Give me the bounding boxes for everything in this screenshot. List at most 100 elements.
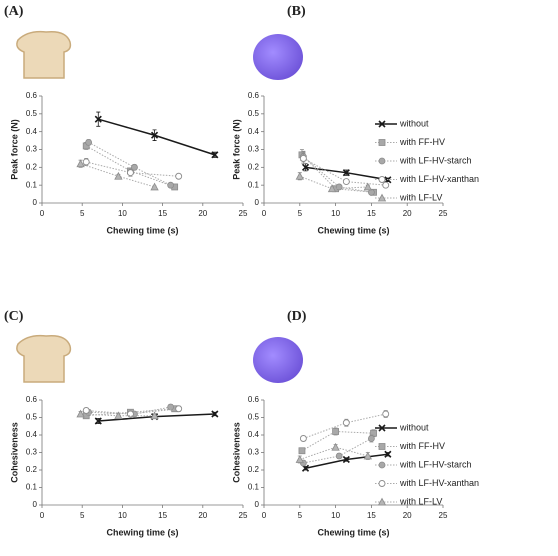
y-tick-label: 0.6: [26, 395, 38, 404]
legend-label: with FF-HV: [399, 441, 445, 451]
data-point: [175, 405, 183, 413]
bread-icon: [16, 30, 72, 79]
x-tick-label: 10: [331, 209, 340, 218]
data-point: [342, 178, 350, 186]
data-point: [126, 169, 134, 177]
y-tick-label: 0.4: [26, 430, 38, 439]
data-point: [301, 163, 310, 171]
legend-label: with LF-HV-starch: [399, 459, 472, 469]
y-tick-label: 0: [255, 198, 260, 207]
data-point: [342, 169, 350, 177]
legend-label: with LF-HV-starch: [399, 155, 472, 165]
x-axis-label: Chewing time (s): [106, 527, 178, 537]
y-tick-label: 0.3: [248, 145, 260, 154]
y-tick-label: 0.2: [248, 162, 260, 171]
x-tick-label: 20: [403, 209, 412, 218]
legend-marker: [378, 120, 386, 128]
x-tick-label: 10: [118, 511, 127, 520]
legend-label: without: [399, 422, 429, 432]
data-point: [382, 410, 390, 418]
y-tick-label: 0: [33, 198, 38, 207]
legend-marker: [378, 461, 386, 469]
legend-marker: [377, 497, 387, 506]
y-tick-label: 0.5: [248, 109, 260, 118]
x-tick-label: 15: [158, 209, 167, 218]
panel-label: (C): [4, 309, 24, 324]
data-point: [114, 171, 123, 180]
x-axis-label: Chewing time (s): [317, 527, 389, 537]
legend-marker: [378, 480, 386, 487]
data-point: [85, 138, 93, 146]
x-tick-label: 5: [80, 511, 85, 520]
y-tick-label: 0.4: [248, 430, 260, 439]
y-tick-label: 0: [33, 500, 38, 509]
y-axis-label: Cohesiveness: [231, 422, 241, 483]
x-axis-label: Chewing time (s): [106, 225, 178, 235]
legend-label: with LF-LV: [399, 192, 442, 202]
data-point: [367, 435, 375, 442]
y-tick-label: 0.2: [248, 465, 260, 474]
legend-label: with FF-HV: [399, 137, 445, 147]
y-tick-label: 0.6: [248, 91, 260, 100]
data-point: [167, 181, 175, 189]
data-point: [384, 450, 392, 458]
y-tick-label: 0.1: [248, 180, 260, 189]
x-tick-label: 20: [403, 511, 412, 520]
series-line: [299, 175, 368, 190]
series-line: [303, 156, 372, 193]
legend-label: with LF-HV-xanthan: [399, 174, 479, 184]
data-point: [211, 410, 219, 418]
x-tick-label: 15: [367, 209, 376, 218]
x-tick-label: 25: [239, 209, 248, 218]
data-point: [335, 452, 343, 460]
data-point: [299, 435, 307, 442]
data-point: [150, 182, 159, 191]
x-tick-label: 25: [239, 511, 248, 520]
series-line: [80, 413, 155, 417]
y-tick-label: 0.5: [248, 413, 260, 422]
y-tick-label: 0.1: [26, 180, 38, 189]
y-axis-label: Peak force (N): [9, 119, 19, 180]
data-point: [382, 181, 390, 189]
y-axis-label: Peak force (N): [231, 119, 241, 180]
legend-label: without: [399, 118, 429, 128]
x-axis-label: Chewing time (s): [317, 225, 389, 235]
legend-marker: [378, 157, 386, 165]
x-tick-label: 5: [80, 209, 85, 218]
data-point: [175, 172, 183, 180]
data-point: [335, 183, 343, 191]
data-point: [342, 455, 350, 464]
x-tick-label: 5: [298, 511, 303, 520]
x-tick-label: 20: [198, 511, 207, 520]
x-tick-label: 0: [262, 209, 267, 218]
x-tick-label: 25: [439, 209, 448, 218]
data-point: [298, 447, 306, 455]
data-point: [211, 151, 219, 159]
data-point: [94, 115, 102, 123]
data-point: [363, 451, 372, 460]
series-line: [303, 438, 372, 464]
legend-marker: [377, 193, 387, 202]
y-tick-label: 0: [255, 500, 260, 509]
y-tick-label: 0.6: [248, 395, 260, 404]
y-axis-label: Cohesiveness: [9, 422, 19, 483]
y-tick-label: 0.3: [26, 145, 38, 154]
legend-marker: [378, 424, 386, 432]
y-tick-label: 0.4: [26, 127, 38, 136]
data-point: [327, 184, 337, 193]
data-point: [342, 419, 350, 427]
data-point: [76, 159, 85, 168]
data-point: [150, 411, 159, 420]
legend-label: with LF-LV: [399, 496, 442, 506]
y-tick-label: 0.5: [26, 413, 38, 422]
x-tick-label: 5: [298, 209, 303, 218]
bread-icon: [16, 334, 72, 383]
data-point: [94, 417, 102, 425]
data-point: [82, 158, 90, 166]
data-point: [114, 411, 123, 420]
sphere-icon: [253, 337, 303, 383]
sphere-icon: [253, 34, 303, 80]
legend-marker: [378, 443, 386, 450]
data-point: [76, 409, 85, 418]
